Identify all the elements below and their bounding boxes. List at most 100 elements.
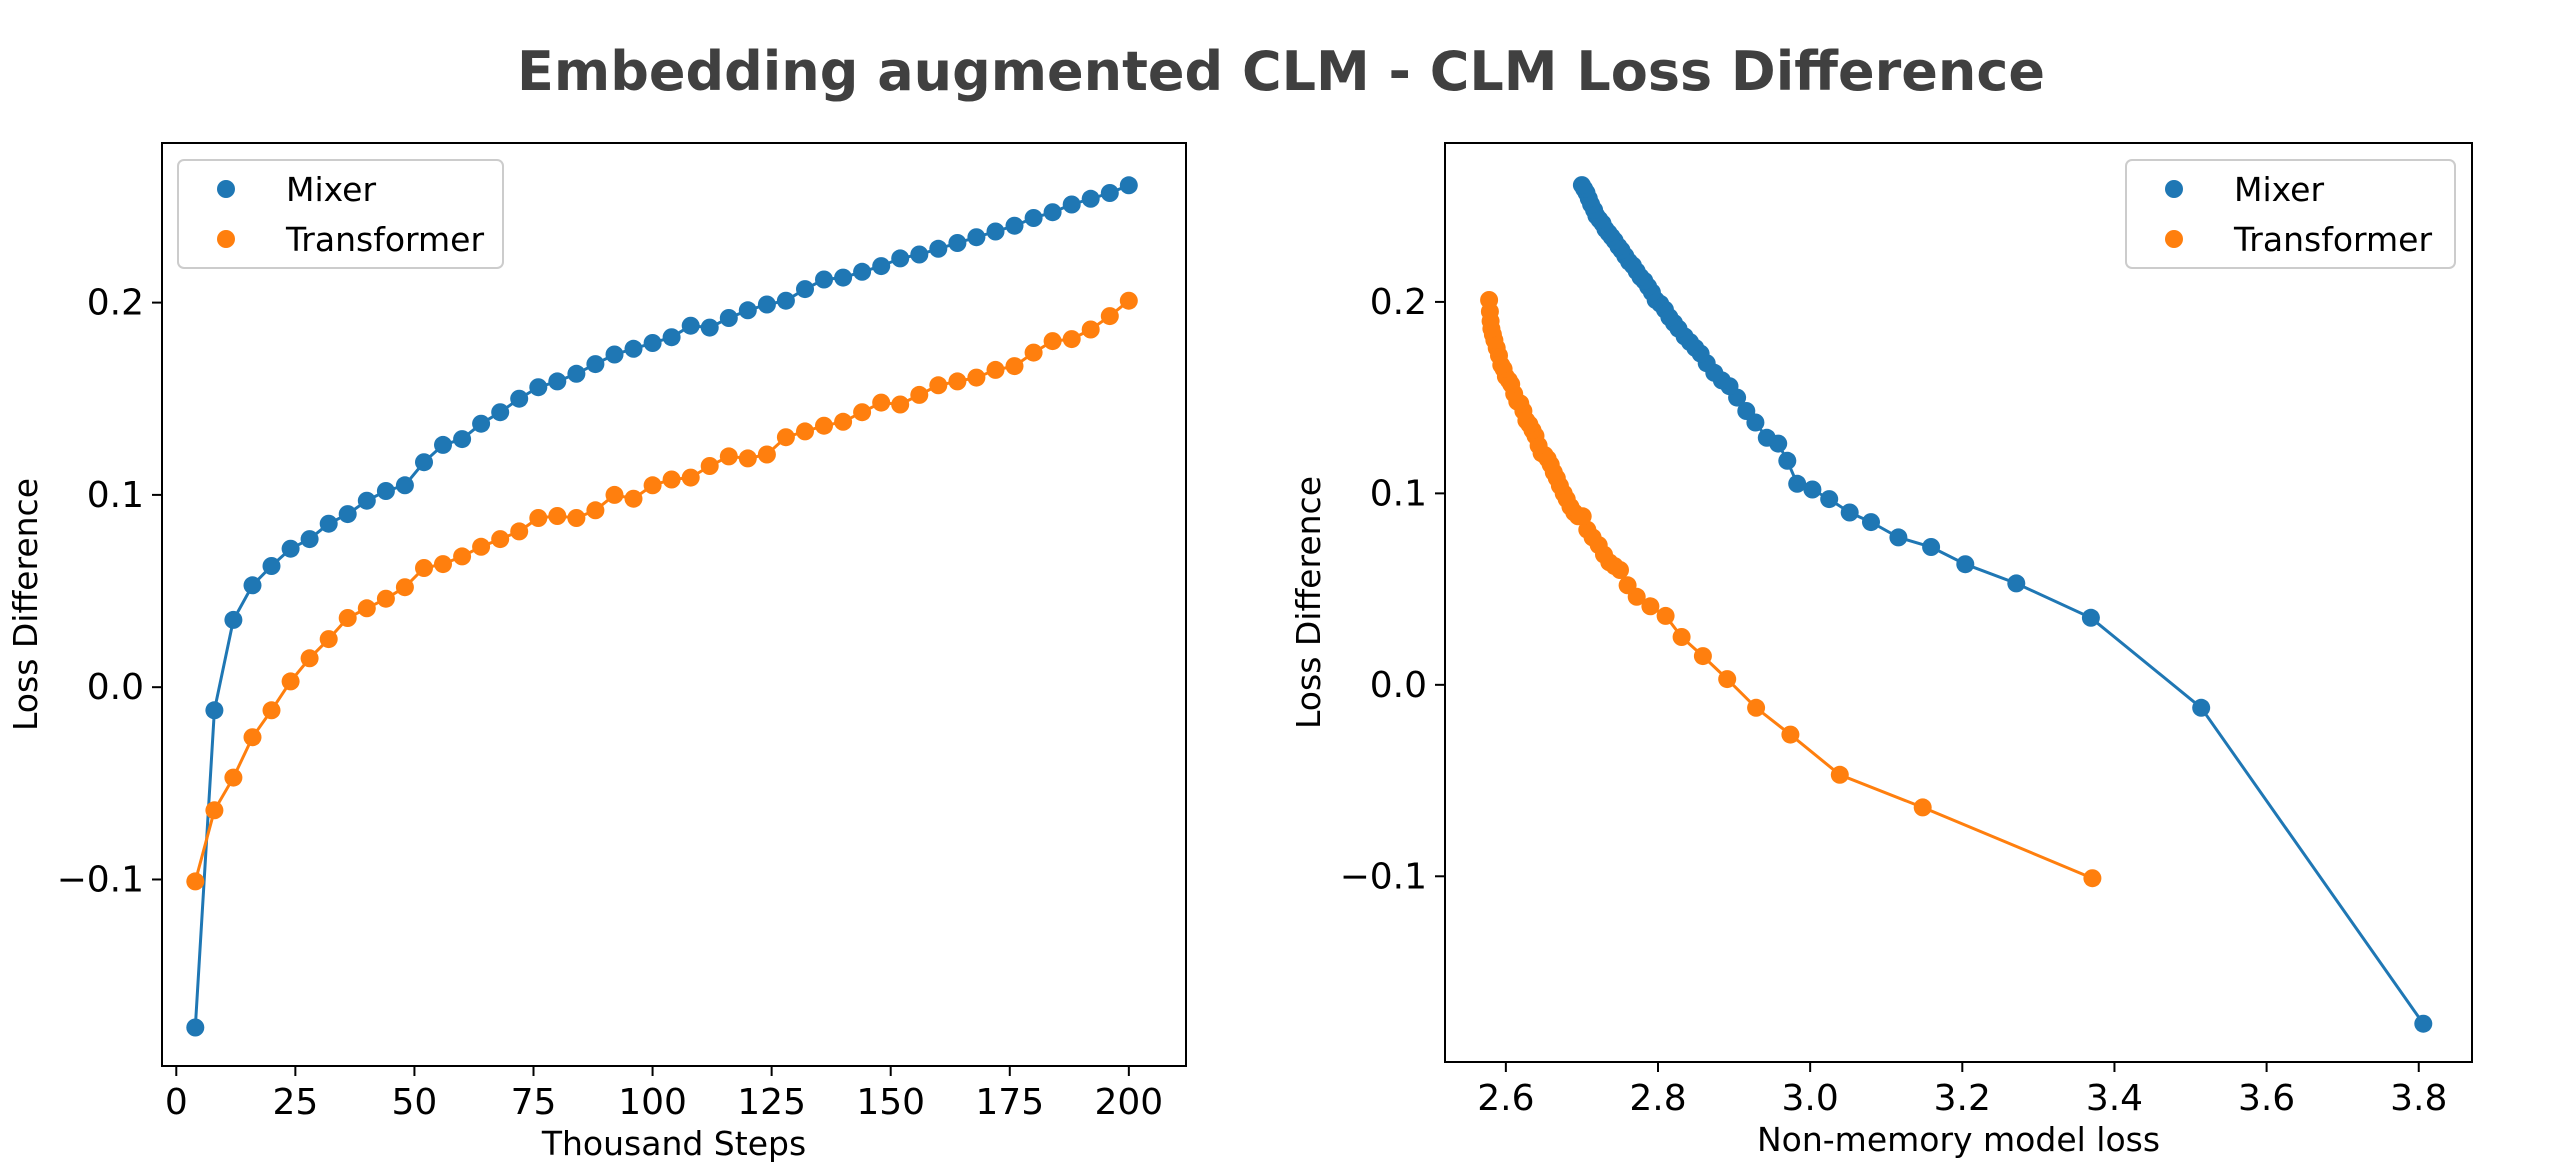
left-point-mixer bbox=[967, 228, 986, 247]
left-point-mixer bbox=[567, 364, 586, 383]
right-x-axis-label: Non-memory model loss bbox=[1757, 1120, 2160, 1159]
left-point-mixer bbox=[948, 234, 967, 252]
right-legend: Mixer Transformer bbox=[2125, 159, 2456, 269]
left-point-transformer bbox=[776, 428, 795, 447]
right-y-tick-label: 0.0 bbox=[1370, 665, 1427, 706]
left-point-mixer bbox=[929, 239, 948, 258]
left-point-transformer bbox=[1062, 330, 1081, 349]
left-point-mixer bbox=[1024, 209, 1043, 227]
left-point-transformer bbox=[1100, 307, 1119, 326]
left-point-mixer bbox=[376, 482, 395, 500]
left-point-transformer bbox=[453, 547, 472, 566]
right-point-transformer bbox=[1693, 647, 1712, 666]
left-point-transformer bbox=[738, 449, 757, 468]
left-point-mixer bbox=[529, 378, 548, 397]
right-point-transformer bbox=[1781, 725, 1800, 744]
left-point-mixer bbox=[1005, 216, 1024, 235]
right-legend-label-mixer: Mixer bbox=[2234, 170, 2324, 209]
left-point-transformer bbox=[1005, 357, 1024, 376]
left-point-mixer bbox=[1062, 195, 1081, 214]
left-point-transformer bbox=[510, 522, 529, 541]
left-point-transformer bbox=[681, 468, 700, 487]
left-x-tick-label: 125 bbox=[737, 1082, 806, 1123]
left-point-mixer bbox=[338, 505, 357, 524]
left-point-mixer bbox=[319, 514, 338, 533]
left-y-tick-label: 0.0 bbox=[87, 667, 144, 708]
left-point-transformer bbox=[376, 589, 395, 608]
left-point-transformer bbox=[434, 555, 452, 574]
right-point-mixer bbox=[1820, 490, 1839, 509]
left-point-mixer bbox=[300, 530, 319, 549]
left-x-tick-label: 50 bbox=[392, 1082, 438, 1123]
left-point-transformer bbox=[1081, 320, 1100, 339]
left-point-transformer bbox=[415, 559, 433, 577]
left-point-transformer bbox=[395, 578, 414, 597]
right-point-transformer bbox=[2083, 869, 2102, 888]
right-point-mixer bbox=[1889, 528, 1908, 547]
right-point-mixer bbox=[2414, 1014, 2433, 1033]
right-point-mixer bbox=[2007, 574, 2026, 593]
right-legend-marker-transformer bbox=[2165, 230, 2183, 248]
left-x-tick-label: 25 bbox=[272, 1082, 318, 1123]
left-point-transformer bbox=[567, 509, 586, 527]
left-point-transformer bbox=[281, 672, 300, 691]
right-point-mixer bbox=[1956, 555, 1975, 574]
left-x-tick-label: 200 bbox=[1094, 1082, 1163, 1123]
left-point-transformer bbox=[262, 701, 281, 720]
right-point-transformer bbox=[1718, 670, 1737, 689]
left-x-tick-label: 150 bbox=[856, 1082, 925, 1123]
right-x-tick-label: 3.2 bbox=[1934, 1078, 1991, 1119]
right-point-mixer bbox=[1778, 451, 1797, 470]
right-x-tick-label: 3.8 bbox=[2390, 1078, 2447, 1119]
right-x-tick-label: 2.6 bbox=[1477, 1078, 1534, 1119]
left-point-mixer bbox=[891, 249, 910, 268]
left-point-transformer bbox=[643, 476, 662, 495]
right-point-mixer bbox=[2081, 608, 2100, 627]
left-point-mixer bbox=[453, 430, 472, 449]
left-point-mixer bbox=[1119, 176, 1138, 195]
left-point-transformer bbox=[719, 447, 738, 466]
left-point-mixer bbox=[872, 257, 891, 276]
left-point-mixer bbox=[643, 334, 662, 352]
left-point-mixer bbox=[243, 576, 262, 595]
left-point-transformer bbox=[205, 801, 224, 820]
left-point-mixer bbox=[395, 476, 414, 495]
left-panel-steps-chart: 0 25 50 75 100 125 150 175 200 −0.1 0.0 0.1 0.2 Thous… bbox=[6, 142, 1187, 1163]
right-point-mixer bbox=[1788, 474, 1807, 493]
left-point-mixer bbox=[834, 268, 853, 287]
right-axes-frame bbox=[1444, 142, 2473, 1063]
left-point-mixer bbox=[910, 245, 929, 264]
left-point-mixer bbox=[681, 316, 700, 335]
left-point-mixer bbox=[205, 701, 224, 720]
left-point-mixer bbox=[434, 435, 452, 454]
left-point-mixer bbox=[1043, 203, 1062, 222]
left-point-mixer bbox=[472, 414, 491, 433]
left-point-mixer bbox=[757, 295, 776, 314]
right-legend-box bbox=[2125, 159, 2456, 269]
right-x-tick-label: 3.4 bbox=[2086, 1078, 2143, 1119]
left-point-transformer bbox=[472, 537, 491, 556]
left-point-mixer bbox=[605, 345, 624, 364]
left-point-transformer bbox=[1043, 332, 1062, 351]
right-point-mixer bbox=[1862, 513, 1880, 532]
left-legend-box bbox=[177, 159, 504, 269]
left-point-transformer bbox=[548, 507, 567, 525]
figure-title: Embedding augmented CLM - CLM Loss Diffe… bbox=[517, 40, 2045, 103]
left-point-transformer bbox=[1119, 291, 1138, 310]
right-point-mixer bbox=[2192, 698, 2211, 717]
left-point-transformer bbox=[891, 395, 910, 414]
left-point-mixer bbox=[491, 403, 510, 422]
right-point-transformer bbox=[1641, 597, 1660, 616]
left-point-transformer bbox=[700, 457, 719, 475]
right-point-mixer bbox=[1737, 402, 1756, 420]
right-x-tick-label: 3.0 bbox=[1782, 1078, 1839, 1119]
left-point-transformer bbox=[948, 372, 967, 391]
right-y-tick-label: −0.1 bbox=[1340, 856, 1427, 897]
left-point-mixer bbox=[357, 491, 376, 510]
left-point-mixer bbox=[853, 262, 872, 281]
left-point-transformer bbox=[1024, 343, 1043, 362]
left-point-transformer bbox=[910, 385, 929, 404]
left-point-mixer bbox=[262, 557, 281, 575]
right-legend-label-transformer: Transformer bbox=[2233, 220, 2432, 259]
